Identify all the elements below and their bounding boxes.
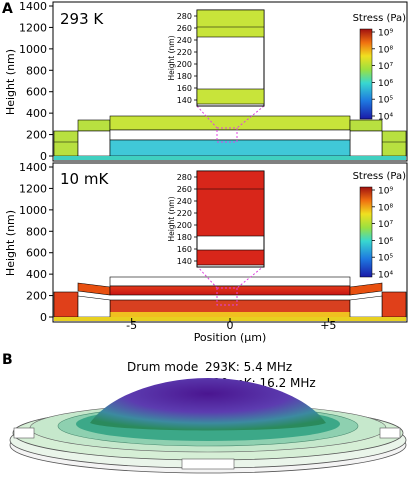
structure-293k bbox=[53, 115, 407, 160]
colorbar-ticks-293k: 10⁹ 10⁸ 10⁷ 10⁶ 10⁵ 10⁴ bbox=[372, 29, 393, 123]
top-ytick-label-1: 200 bbox=[26, 129, 47, 142]
top-inset-tick-label-6: 260 bbox=[177, 24, 192, 33]
bottom-cbar-tick-label-0: 10⁹ bbox=[378, 187, 393, 197]
top-ytick-label-5: 1000 bbox=[19, 43, 47, 56]
top-inset-tick-label-3: 200 bbox=[177, 60, 192, 69]
top-inset-tick-label-4: 220 bbox=[177, 48, 192, 57]
bottom-ytick-label-3: 600 bbox=[26, 247, 47, 260]
top-cbar-tick-label-4: 10⁵ bbox=[378, 96, 393, 106]
temperature-label-10mk: 10 mK bbox=[60, 170, 109, 188]
inset-ylabel-293k: Height (nm) bbox=[167, 35, 176, 80]
bottom-inset-tick-label-2: 180 bbox=[177, 233, 192, 242]
x-axis-10mk: -5 0 +5 bbox=[126, 318, 336, 332]
zoom-box-293k bbox=[216, 127, 238, 143]
drum-illustration bbox=[9, 378, 407, 474]
top-inset-tick-label-5: 240 bbox=[177, 36, 192, 45]
y-axis-label-10mk: Height (nm) bbox=[4, 210, 17, 276]
colorbar-ticks-10mk: 10⁹ 10⁸ 10⁷ 10⁶ 10⁵ 10⁴ bbox=[372, 187, 393, 281]
temperature-label-293k: 293 K bbox=[60, 10, 104, 28]
bottom-inset-tick-label-1: 160 bbox=[177, 245, 192, 254]
drum-mode-label: Drum mode bbox=[127, 360, 198, 374]
bottom-ytick-label-6: 1200 bbox=[19, 182, 47, 195]
xtick-label-0: -5 bbox=[126, 319, 137, 332]
bottom-ytick-label-0: 0 bbox=[40, 311, 47, 324]
bottom-inset-tick-label-7: 280 bbox=[177, 173, 192, 182]
drum-notch-left bbox=[13, 427, 35, 439]
top-inset-tick-label-7: 280 bbox=[177, 12, 192, 21]
bottom-inset-tick-label-4: 220 bbox=[177, 209, 192, 218]
xtick-label-1: 0 bbox=[227, 319, 234, 332]
colorbar-title-293k: Stress (Pa) bbox=[353, 13, 407, 24]
top-cbar-tick-label-5: 10⁴ bbox=[378, 113, 393, 123]
zoom-line-left-293k bbox=[196, 105, 218, 129]
bottom-inset-tick-label-5: 240 bbox=[177, 197, 192, 206]
x-axis-label: Position (μm) bbox=[194, 331, 267, 344]
bottom-ytick-label-4: 800 bbox=[26, 225, 47, 238]
y-axis-label-293k: Height (nm) bbox=[4, 49, 17, 115]
bottom-inset-tick-label-3: 200 bbox=[177, 221, 192, 230]
drum-freq-293k: 293K: 5.4 MHz bbox=[205, 360, 292, 374]
top-ytick-label-7: 1400 bbox=[19, 0, 47, 13]
zoom-line-right-293k bbox=[236, 105, 265, 129]
inset-ticks-10mk: 140 160 180 200 220 240 260 280 bbox=[177, 173, 197, 266]
colorbar-293k: Stress (Pa) 10⁹ 10⁸ 10⁷ 10⁶ 10⁵ 10⁴ bbox=[353, 13, 407, 123]
inset-10mk: 140 160 180 200 220 240 260 280 Height (nm) bbox=[167, 170, 265, 268]
inset-293k: 140 160 180 200 220 240 260 280 Height (nm) bbox=[167, 9, 265, 107]
top-cbar-tick-label-3: 10⁶ bbox=[378, 79, 393, 89]
colorbar-10mk: Stress (Pa) 10⁹ 10⁸ 10⁷ 10⁶ 10⁵ 10⁴ bbox=[353, 171, 407, 281]
zoom-line-left-10mk bbox=[196, 265, 218, 289]
bottom-ytick-label-2: 400 bbox=[26, 268, 47, 281]
top-ytick-label-2: 400 bbox=[26, 107, 47, 120]
plot-293k: 293 K 140 160 180 200 220 240 260 280 bbox=[19, 0, 408, 163]
xtick-label-2: +5 bbox=[320, 319, 336, 332]
drum-dome bbox=[90, 378, 326, 431]
panel-b-letter: B bbox=[2, 352, 13, 368]
zoom-box-10mk bbox=[216, 287, 238, 306]
top-inset-tick-label-0: 140 bbox=[177, 96, 192, 105]
top-inset-tick-label-1: 160 bbox=[177, 84, 192, 93]
bottom-cbar-tick-label-4: 10⁵ bbox=[378, 254, 393, 264]
top-cbar-tick-label-2: 10⁷ bbox=[378, 62, 393, 72]
colorbar-title-10mk: Stress (Pa) bbox=[353, 171, 407, 182]
top-ytick-label-0: 0 bbox=[40, 150, 47, 163]
top-cbar-tick-label-0: 10⁹ bbox=[378, 29, 393, 39]
bottom-cbar-tick-label-2: 10⁷ bbox=[378, 220, 393, 230]
bottom-cbar-tick-label-5: 10⁴ bbox=[378, 271, 393, 281]
bottom-ytick-label-7: 1400 bbox=[19, 161, 47, 174]
plot-10mk: 10 mK 140 160 180 200 220 240 260 280 Height (n… bbox=[19, 161, 408, 344]
y-axis-293k: 0 200 400 600 800 1000 1200 1400 bbox=[19, 0, 53, 163]
bottom-ytick-label-1: 200 bbox=[26, 290, 47, 303]
bottom-cbar-tick-label-1: 10⁸ bbox=[378, 203, 393, 213]
bottom-cbar-tick-label-3: 10⁶ bbox=[378, 237, 393, 247]
drum-notch-right bbox=[379, 427, 401, 439]
bottom-inset-tick-label-6: 260 bbox=[177, 185, 192, 194]
top-cbar-tick-label-1: 10⁸ bbox=[378, 45, 393, 55]
bottom-inset-tick-label-0: 140 bbox=[177, 257, 192, 266]
top-ytick-label-4: 800 bbox=[26, 64, 47, 77]
top-ytick-label-6: 1200 bbox=[19, 21, 47, 34]
y-axis-10mk: 0 200 400 600 800 1000 1200 1400 bbox=[19, 161, 53, 324]
zoom-line-right-10mk bbox=[236, 265, 265, 289]
top-inset-tick-label-2: 180 bbox=[177, 72, 192, 81]
top-ytick-label-3: 600 bbox=[26, 86, 47, 99]
inset-ylabel-10mk: Height (nm) bbox=[167, 196, 176, 241]
drum-notch-front bbox=[181, 458, 235, 470]
panel-a-letter: A bbox=[2, 1, 13, 17]
inset-ticks-293k: 140 160 180 200 220 240 260 280 bbox=[177, 12, 197, 105]
drum-panel: Drum mode 293K: 5.4 MHz 10 mK: 16.2 MHz bbox=[9, 360, 407, 474]
bottom-ytick-label-5: 1000 bbox=[19, 204, 47, 217]
